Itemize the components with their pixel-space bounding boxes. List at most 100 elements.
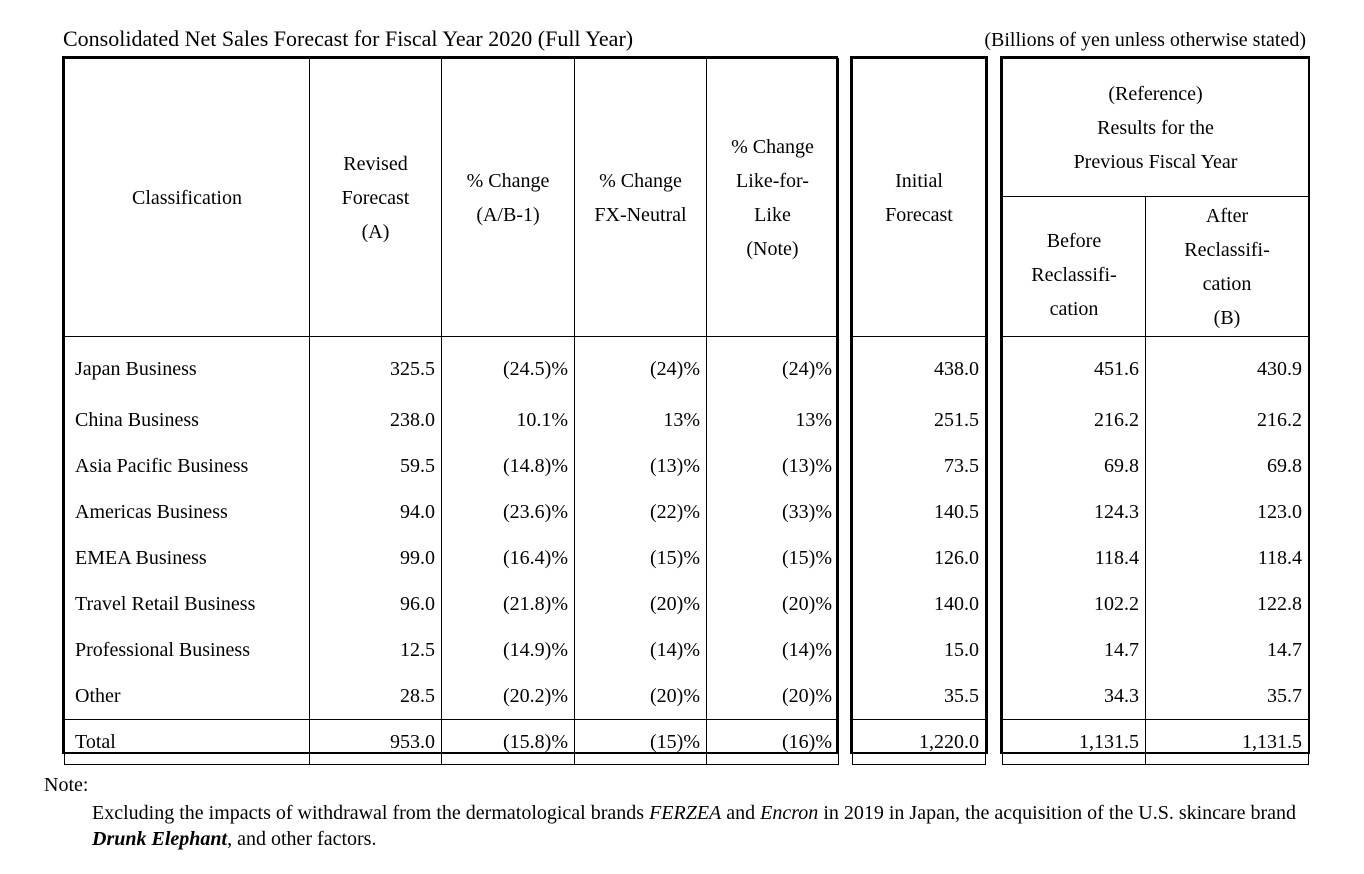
cell-before: 216.2 — [1002, 397, 1146, 443]
cell-after: 1,131.5 — [1144, 719, 1310, 765]
cell-after: 14.7 — [1144, 627, 1310, 673]
cell-revised: 59.5 — [309, 443, 442, 489]
row-label: Other — [64, 673, 310, 720]
cell-before: 118.4 — [1002, 535, 1146, 581]
cell-revised: 99.0 — [309, 535, 442, 581]
note-body: Excluding the impacts of withdrawal from… — [92, 802, 1296, 850]
cell-pct: (23.6)% — [441, 489, 575, 535]
brand-encron: Encron — [760, 802, 819, 824]
cell-initial: 140.5 — [852, 489, 986, 535]
cell-pct: 10.1% — [441, 397, 575, 443]
cell-fx: 13% — [574, 397, 707, 443]
cell-before: 34.3 — [1002, 673, 1146, 720]
cell-fx: (14)% — [574, 627, 707, 673]
cell-pct: (20.2)% — [441, 673, 575, 720]
cell-before: 1,131.5 — [1002, 719, 1146, 765]
header-classification: Classification — [64, 58, 310, 337]
table-row: Professional Business 12.5 (14.9)% (14)%… — [64, 627, 839, 673]
cell-before: 14.7 — [1002, 627, 1146, 673]
row-label: EMEA Business — [64, 535, 310, 581]
cell-revised: 96.0 — [309, 581, 442, 627]
cell-pct: (15.8)% — [441, 719, 575, 765]
cell-initial: 251.5 — [852, 397, 986, 443]
row-label: Japan Business — [64, 336, 310, 397]
cell-fx: (15)% — [574, 719, 707, 765]
cell-initial: 126.0 — [852, 535, 986, 581]
units-note: (Billions of yen unless otherwise stated… — [984, 29, 1306, 51]
cell-fx: (20)% — [574, 673, 707, 720]
header-pct-change: % Change (A/B-1) — [441, 58, 575, 337]
header-after-reclassification: After Reclassifi- cation (B) — [1144, 196, 1310, 337]
cell-before: 102.2 — [1002, 581, 1146, 627]
cell-pct: (16.4)% — [441, 535, 575, 581]
row-label: Asia Pacific Business — [64, 443, 310, 489]
cell-revised: 94.0 — [309, 489, 442, 535]
cell-lfl: (14)% — [706, 627, 839, 673]
cell-pct: (14.8)% — [441, 443, 575, 489]
cell-initial: 15.0 — [852, 627, 986, 673]
cell-initial: 73.5 — [852, 443, 986, 489]
cell-before: 451.6 — [1002, 336, 1146, 397]
header-revised-forecast: Revised Forecast (A) — [309, 58, 442, 337]
cell-revised: 325.5 — [309, 336, 442, 397]
cell-revised: 238.0 — [309, 397, 442, 443]
table-row: Japan Business 325.5 (24.5)% (24)% (24)% — [64, 336, 839, 397]
cell-lfl: (13)% — [706, 443, 839, 489]
initial-forecast-table: Initial Forecast 438.0 251.5 73.5 140.5 … — [850, 56, 988, 765]
cell-fx: (13)% — [574, 443, 707, 489]
cell-lfl: (20)% — [706, 673, 839, 720]
brand-drunk-elephant: Drunk Elephant — [92, 828, 228, 850]
table-row: China Business 238.0 10.1% 13% 13% — [64, 397, 839, 443]
cell-after: 430.9 — [1144, 336, 1310, 397]
cell-lfl: (16)% — [706, 719, 839, 765]
cell-fx: (24)% — [574, 336, 707, 397]
row-label: China Business — [64, 397, 310, 443]
brand-ferzea: FERZEA — [649, 802, 722, 824]
table-row: Americas Business 94.0 (23.6)% (22)% (33… — [64, 489, 839, 535]
row-label: Total — [64, 719, 310, 765]
header-like-for-like: % Change Like-for- Like (Note) — [706, 58, 839, 337]
header-before-reclassification: Before Reclassifi- cation — [1002, 196, 1146, 337]
cell-before: 124.3 — [1002, 489, 1146, 535]
cell-revised: 953.0 — [309, 719, 442, 765]
cell-before: 69.8 — [1002, 443, 1146, 489]
cell-initial: 438.0 — [852, 336, 986, 397]
total-row: Total 953.0 (15.8)% (15)% (16)% — [64, 719, 839, 765]
row-label: Professional Business — [64, 627, 310, 673]
cell-fx: (15)% — [574, 535, 707, 581]
cell-after: 123.0 — [1144, 489, 1310, 535]
cell-after: 118.4 — [1144, 535, 1310, 581]
cell-lfl: 13% — [706, 397, 839, 443]
cell-fx: (20)% — [574, 581, 707, 627]
cell-after: 216.2 — [1144, 397, 1310, 443]
cell-pct: (14.9)% — [441, 627, 575, 673]
table-row: Travel Retail Business 96.0 (21.8)% (20)… — [64, 581, 839, 627]
cell-revised: 12.5 — [309, 627, 442, 673]
main-table-body: Japan Business 325.5 (24.5)% (24)% (24)%… — [64, 336, 839, 720]
cell-initial: 1,220.0 — [852, 719, 986, 765]
row-label: Americas Business — [64, 489, 310, 535]
cell-initial: 35.5 — [852, 673, 986, 720]
cell-lfl: (33)% — [706, 489, 839, 535]
header-initial-forecast: Initial Forecast — [852, 58, 986, 337]
cell-lfl: (24)% — [706, 336, 839, 397]
main-table: Classification Revised Forecast (A) % Ch… — [62, 56, 839, 765]
page-title: Consolidated Net Sales Forecast for Fisc… — [63, 26, 634, 51]
header-reference: (Reference) Results for the Previous Fis… — [1001, 58, 1310, 197]
cell-lfl: (15)% — [706, 535, 839, 581]
cell-initial: 140.0 — [852, 581, 986, 627]
cell-after: 122.8 — [1144, 581, 1310, 627]
header-fx-neutral: % Change FX-Neutral — [574, 58, 707, 337]
cell-after: 69.8 — [1144, 443, 1310, 489]
cell-revised: 28.5 — [309, 673, 442, 720]
table-row: Other 28.5 (20.2)% (20)% (20)% — [64, 673, 839, 720]
table-row: EMEA Business 99.0 (16.4)% (15)% (15)% — [64, 535, 839, 581]
cell-after: 35.7 — [1144, 673, 1310, 720]
row-label: Travel Retail Business — [64, 581, 310, 627]
cell-fx: (22)% — [574, 489, 707, 535]
cell-pct: (21.8)% — [441, 581, 575, 627]
table-row: Asia Pacific Business 59.5 (14.8)% (13)%… — [64, 443, 839, 489]
cell-lfl: (20)% — [706, 581, 839, 627]
cell-pct: (24.5)% — [441, 336, 575, 397]
reference-table: (Reference) Results for the Previous Fis… — [1000, 56, 1310, 765]
